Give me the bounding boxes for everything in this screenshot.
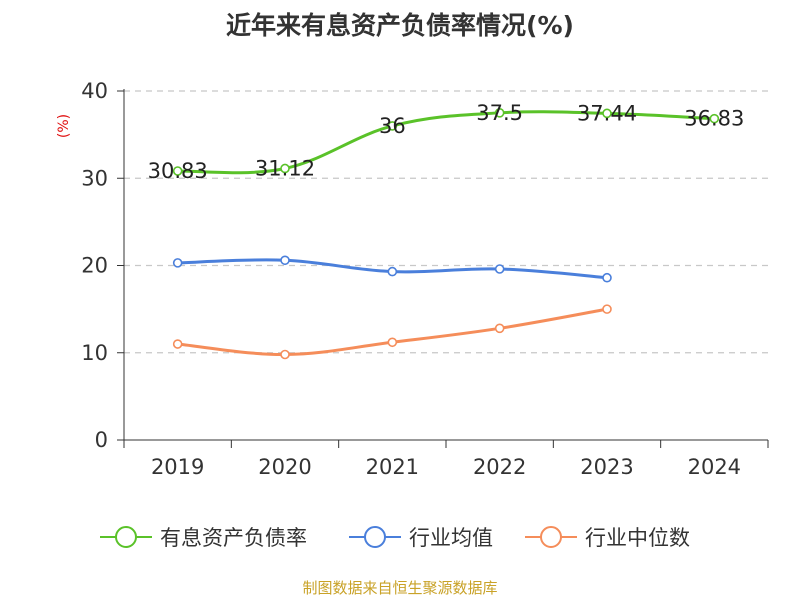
legend-label: 行业均值 [409,526,493,550]
x-tick-label: 2024 [688,455,741,479]
source-note: 制图数据来自恒生聚源数据库 [302,579,497,597]
data-label: 30.83 [148,159,208,183]
data-point [172,258,183,268]
legend-label: 有息资产负债率 [160,526,307,550]
data-label: 37.5 [476,101,523,125]
y-tick-label: 10 [81,341,108,365]
data-point [494,108,505,118]
data-point [172,339,183,349]
data-point [494,264,505,274]
series-line-0 [177,110,715,175]
legend-marker [540,526,562,548]
legend-marker [364,526,386,548]
data-point [494,323,505,334]
data-point [602,108,612,119]
data-point [280,163,290,174]
y-tick-label: 30 [81,166,108,190]
series-line-2 [177,307,608,356]
data-labels: 30.83 31.12 36 37.5 37.44 36.83 [148,101,745,183]
data-point [280,255,290,266]
x-tick-label: 2019 [151,455,204,479]
data-label: 36.83 [684,107,744,131]
y-tick-label: 0 [95,428,108,452]
x-tick-label: 2020 [258,455,311,479]
data-label: 37.44 [577,101,637,125]
data-point [387,266,398,277]
data-point [709,113,720,124]
data-point [172,166,183,176]
legend-marker [115,526,137,548]
y-tick-labels: 0 10 20 30 40 [81,79,108,452]
chart-title: 近年来有息资产负债率情况(%) [226,11,574,40]
x-tick-label: 2022 [473,455,526,479]
y-tick-label: 40 [81,79,108,103]
legend-label: 行业中位数 [585,526,690,550]
data-point [387,121,398,131]
gridlines [124,90,768,354]
data-label: 31.12 [255,156,315,180]
legend: 有息资产负债率 行业均值 行业中位数 [100,526,690,550]
x-tick-labels: 2019 2020 2021 2022 2023 2024 [151,455,741,479]
y-tick-label: 20 [81,254,108,278]
data-label: 36 [379,114,406,138]
data-point [280,349,290,360]
series-lines [177,110,715,356]
data-point [387,337,398,348]
x-tick-label: 2021 [366,455,419,479]
series-points [172,108,720,360]
y-axis-unit-label: (%) [56,114,72,138]
axes [117,89,769,448]
data-point [602,304,612,314]
data-point [602,272,612,283]
x-tick-label: 2023 [580,455,633,479]
